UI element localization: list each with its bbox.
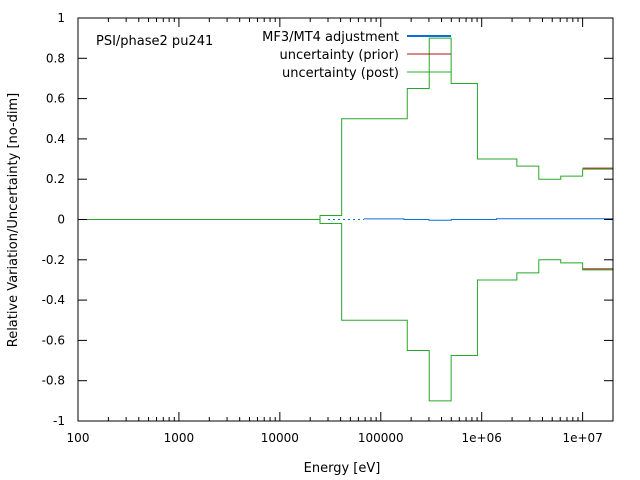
y-tick-label: 0.2 [46, 172, 65, 186]
x-tick-label: 1000 [164, 431, 195, 445]
y-tick-label: -1 [53, 414, 65, 428]
legend-label: MF3/MT4 adjustment [262, 30, 399, 45]
series-uncertainty-post-lower [78, 219, 613, 402]
y-axis-label: Relative Variation/Uncertainty [no-dim] [6, 93, 21, 348]
legend: MF3/MT4 adjustment uncertainty (prior) unc… [262, 30, 451, 81]
y-tick-label: 0 [57, 213, 65, 227]
y-tick-label: 1 [57, 11, 65, 25]
y-tick-label: -0.2 [42, 253, 65, 267]
chart-annotation: PSI/phase2 pu241 [96, 34, 213, 49]
x-tick-label: 100 [67, 431, 90, 445]
x-tick-label: 100000 [358, 431, 404, 445]
legend-label: uncertainty (prior) [280, 48, 399, 63]
legend-label: uncertainty (post) [282, 66, 399, 81]
y-tick-label: -0.4 [42, 293, 65, 307]
ticks-layer: 100 1000 10000 100000 1e+06 1e+07 1 0.8 0.6 0.4 0.… [42, 11, 614, 445]
series-mf3-mt4-adjustment [363, 218, 613, 221]
y-tick-label: 0.6 [46, 92, 65, 106]
y-tick-label: -0.8 [42, 374, 65, 388]
x-tick-label: 1e+07 [562, 431, 602, 445]
series-layer [78, 37, 613, 402]
x-tick-label: 1e+06 [462, 431, 502, 445]
y-tick-label: 0.8 [46, 51, 65, 65]
x-tick-label: 10000 [261, 431, 299, 445]
series-uncertainty-post [78, 37, 613, 220]
x-axis-label: Energy [eV] [304, 461, 381, 476]
y-tick-label: 0.4 [46, 132, 65, 146]
y-tick-label: -0.6 [42, 333, 65, 347]
